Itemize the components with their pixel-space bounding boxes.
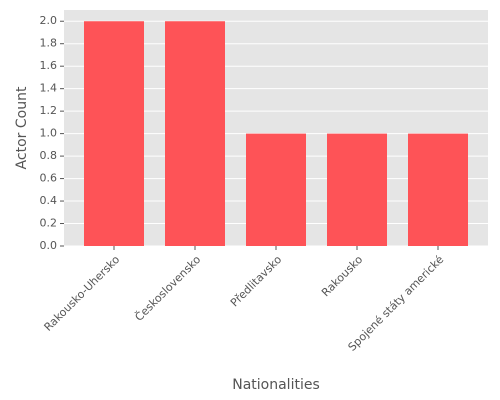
x-tick-label: Rakousko — [319, 253, 365, 299]
x-axis-title: Nationalities — [232, 377, 320, 393]
bar — [408, 133, 468, 246]
x-tick-label: Rakousko-Uhersko — [41, 253, 122, 334]
y-tick-label: 0.6 — [40, 172, 58, 185]
y-tick-label: 1.4 — [40, 82, 58, 95]
bar — [165, 21, 225, 246]
y-tick-label: 0.4 — [40, 194, 58, 207]
y-axis-title: Actor Count — [14, 86, 30, 169]
x-tick-label: Československo — [132, 253, 203, 324]
bar — [84, 21, 144, 246]
y-tick-label: 0.0 — [40, 239, 58, 252]
bar — [327, 133, 387, 246]
y-tick-label: 2.0 — [40, 14, 58, 27]
y-tick-label: 0.2 — [40, 217, 58, 230]
y-tick-label: 1.6 — [40, 59, 58, 72]
y-tick-label: 1.0 — [40, 127, 58, 140]
y-tick-label: 0.8 — [40, 149, 58, 162]
y-tick-label: 1.8 — [40, 37, 58, 50]
bar — [246, 133, 306, 246]
y-tick-label: 1.2 — [40, 104, 58, 117]
x-tick-label: Předlitavsko — [228, 253, 284, 309]
x-tick-label: Spojené státy americké — [346, 253, 447, 354]
